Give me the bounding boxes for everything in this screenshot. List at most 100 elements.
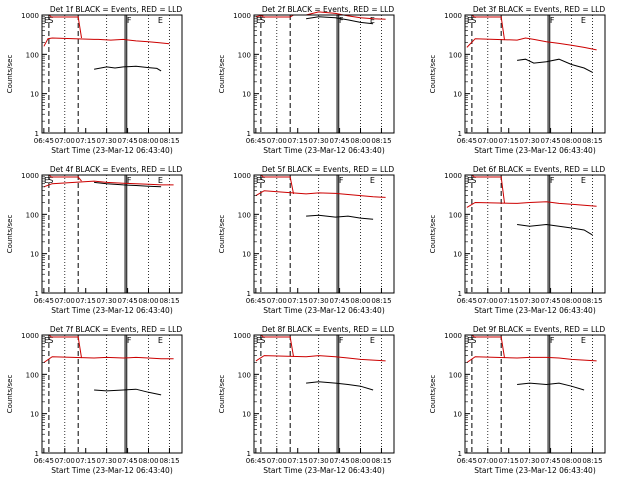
lld-series-line bbox=[43, 356, 174, 363]
x-tick-label: 07:00 bbox=[478, 137, 498, 145]
chart-panel-7: Det 7f BLACK = Events, RED = LLD Counts/s… bbox=[6, 325, 183, 475]
y-axis-label: Counts/sec bbox=[6, 215, 14, 254]
y-tick-label: 1000 bbox=[444, 172, 462, 180]
lld-series-line bbox=[466, 201, 597, 208]
plot-frame bbox=[41, 174, 183, 294]
y-tick-label: 1 bbox=[35, 450, 39, 458]
event-marker: F bbox=[550, 176, 555, 185]
event-marker: S bbox=[48, 176, 53, 185]
lld-series-line bbox=[43, 180, 174, 188]
x-tick-label: 07:00 bbox=[267, 137, 287, 145]
y-tick-label: 1000 bbox=[233, 172, 251, 180]
event-marker: S bbox=[48, 16, 53, 25]
x-tick-label: 07:45 bbox=[329, 137, 349, 145]
x-tick-label: 07:30 bbox=[309, 457, 329, 465]
y-tick-label: 10 bbox=[242, 411, 251, 419]
y-tick-label: 100 bbox=[238, 371, 251, 379]
y-tick-label: 1 bbox=[458, 130, 462, 138]
y-tick-label: 1000 bbox=[444, 12, 462, 20]
x-tick-label: 07:15 bbox=[76, 457, 96, 465]
x-tick-label: 07:15 bbox=[499, 297, 519, 305]
event-marker: E bbox=[467, 16, 472, 25]
x-tick-label: 08:15 bbox=[159, 297, 179, 305]
lld-spike-line bbox=[260, 334, 295, 357]
y-tick-label: 100 bbox=[449, 371, 462, 379]
x-tick-label: 06:45 bbox=[34, 297, 54, 305]
x-axis-label: Start Time (23-Mar-12 06:43:40) bbox=[263, 146, 385, 155]
chart-panel-9: Det 9f BLACK = Events, RED = LLD Counts/s… bbox=[429, 325, 606, 475]
x-tick-label: 07:45 bbox=[329, 297, 349, 305]
y-tick-label: 10 bbox=[30, 91, 39, 99]
lld-series-line bbox=[255, 190, 386, 198]
y-axis-label: Counts/sec bbox=[218, 55, 226, 94]
chart-title: Det 9f BLACK = Events, RED = LLD bbox=[473, 325, 606, 334]
event-marker: E bbox=[158, 176, 163, 185]
y-axis-label: Counts/sec bbox=[218, 375, 226, 414]
x-tick-label: 08:15 bbox=[371, 137, 391, 145]
y-tick-label: 10 bbox=[453, 91, 462, 99]
y-tick-label: 10 bbox=[453, 411, 462, 419]
event-marker: S bbox=[260, 16, 265, 25]
events-series-line bbox=[517, 382, 585, 391]
event-marker: F bbox=[127, 336, 132, 345]
events-series-line bbox=[94, 181, 162, 188]
event-marker: E bbox=[44, 336, 49, 345]
event-marker: E bbox=[370, 16, 375, 25]
x-tick-label: 07:30 bbox=[520, 137, 540, 145]
y-tick-label: 1 bbox=[458, 290, 462, 298]
x-axis-label: Start Time (23-Mar-12 06:43:40) bbox=[51, 466, 173, 475]
lld-spike-line bbox=[48, 14, 83, 39]
y-tick-label: 1000 bbox=[21, 172, 39, 180]
y-axis-label: Counts/sec bbox=[6, 375, 14, 414]
x-tick-label: 08:15 bbox=[371, 457, 391, 465]
event-marker: S bbox=[471, 16, 476, 25]
chart-title: Det 3f BLACK = Events, RED = LLD bbox=[473, 5, 606, 14]
x-tick-label: 07:45 bbox=[117, 137, 137, 145]
lld-series-line bbox=[466, 356, 597, 363]
x-tick-label: 07:00 bbox=[478, 297, 498, 305]
chart-title: Det 7f BLACK = Events, RED = LLD bbox=[50, 325, 183, 334]
plot-frame bbox=[41, 14, 183, 134]
x-tick-label: 07:00 bbox=[55, 137, 75, 145]
plot-frame bbox=[41, 334, 183, 454]
y-axis-label: Counts/sec bbox=[429, 375, 437, 414]
chart-title: Det 8f BLACK = Events, RED = LLD bbox=[262, 325, 395, 334]
event-marker: E bbox=[44, 176, 49, 185]
y-tick-label: 1 bbox=[247, 450, 251, 458]
x-axis-label: Start Time (23-Mar-12 06:43:40) bbox=[51, 146, 173, 155]
x-tick-label: 07:15 bbox=[499, 457, 519, 465]
x-tick-label: 07:30 bbox=[520, 457, 540, 465]
x-axis-label: Start Time (23-Mar-12 06:43:40) bbox=[263, 306, 385, 315]
x-tick-label: 07:30 bbox=[309, 137, 329, 145]
lld-series-line bbox=[255, 355, 386, 362]
x-tick-label: 07:00 bbox=[267, 457, 287, 465]
chart-panel-1: Det 1f BLACK = Events, RED = LLD Counts/s… bbox=[6, 5, 183, 155]
x-tick-label: 08:15 bbox=[582, 297, 602, 305]
event-marker: F bbox=[127, 16, 132, 25]
plot-frame bbox=[253, 334, 395, 454]
events-series-line bbox=[306, 381, 374, 391]
event-marker: E bbox=[467, 176, 472, 185]
x-tick-label: 06:45 bbox=[246, 137, 266, 145]
event-marker: E bbox=[581, 16, 586, 25]
x-tick-label: 08:00 bbox=[138, 297, 158, 305]
event-marker: S bbox=[260, 336, 265, 345]
y-tick-label: 1 bbox=[35, 290, 39, 298]
event-marker: F bbox=[339, 16, 344, 25]
event-marker: E bbox=[581, 336, 586, 345]
y-tick-label: 1 bbox=[247, 130, 251, 138]
event-marker: F bbox=[339, 176, 344, 185]
chart-panel-6: Det 6f BLACK = Events, RED = LLD Counts/s… bbox=[429, 165, 606, 315]
chart-title: Det 1f BLACK = Events, RED = LLD bbox=[50, 5, 183, 14]
event-marker: E bbox=[467, 336, 472, 345]
x-tick-label: 07:45 bbox=[117, 457, 137, 465]
y-tick-label: 1 bbox=[458, 450, 462, 458]
y-tick-label: 10 bbox=[242, 251, 251, 259]
x-tick-label: 07:00 bbox=[55, 297, 75, 305]
lld-spike-line bbox=[48, 334, 83, 359]
y-axis-label: Counts/sec bbox=[429, 215, 437, 254]
x-tick-label: 06:45 bbox=[246, 297, 266, 305]
y-axis-label: Counts/sec bbox=[6, 55, 14, 94]
events-series-line bbox=[517, 58, 593, 73]
x-tick-label: 07:00 bbox=[478, 457, 498, 465]
